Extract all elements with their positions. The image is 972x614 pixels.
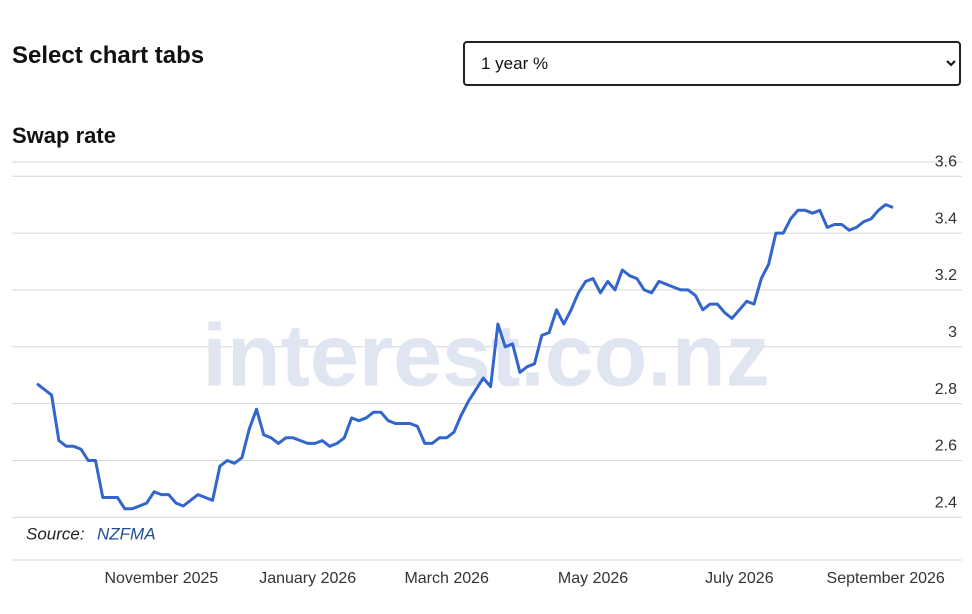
x-tick-label: March 2026	[404, 570, 489, 587]
header-title: Select chart tabs	[12, 42, 205, 69]
chart-title: Swap rate	[12, 123, 116, 148]
source-link[interactable]: NZFMA	[97, 524, 156, 543]
chart-tab-select[interactable]: 1 year %	[463, 41, 961, 86]
source-label: Source:	[26, 524, 85, 543]
x-tick-label: January 2026	[259, 570, 356, 587]
y-tick-label: 2.6	[935, 438, 957, 455]
y-tick-label: 2.4	[935, 495, 957, 512]
y-tick-label: 3.6	[935, 153, 957, 170]
watermark: interest.co.nz	[202, 305, 769, 404]
y-tick-label: 3.4	[935, 210, 957, 227]
x-tick-label: July 2026	[705, 570, 774, 587]
x-tick-label: November 2025	[104, 570, 218, 587]
x-tick-label: May 2026	[558, 570, 628, 587]
y-tick-label: 3.2	[935, 267, 957, 284]
x-tick-label: September 2026	[827, 570, 945, 587]
y-tick-label: 3	[948, 324, 957, 341]
series-line	[36, 203, 894, 511]
chart: interest.co.nz Source: NZFMA 2.4 2.6 2.8 3 3…	[12, 153, 962, 587]
y-tick-label: 2.8	[935, 381, 957, 398]
